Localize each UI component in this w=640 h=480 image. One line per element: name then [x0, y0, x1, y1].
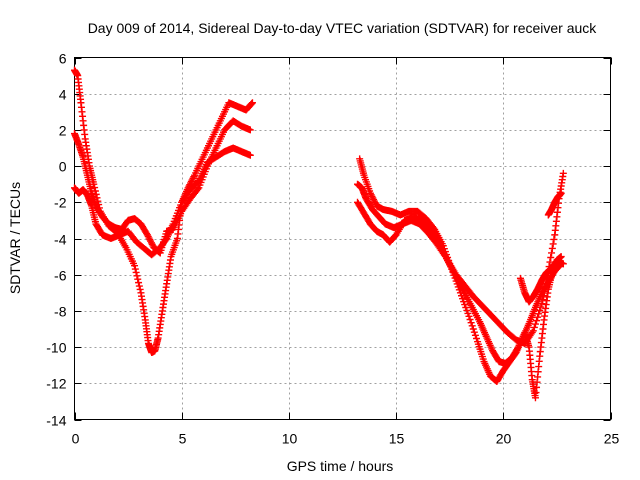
y-tick-label: 4: [59, 87, 67, 103]
series-track-f: [354, 169, 567, 347]
data-point: [465, 312, 473, 320]
data-point: [188, 176, 196, 184]
data-point: [189, 174, 197, 182]
data-point: [246, 126, 254, 134]
data-points: [71, 66, 567, 402]
data-point: [134, 275, 142, 283]
y-tick-labels: -14 -12 -10 -8 -6 -4 -2 0 2 4 6: [46, 51, 66, 429]
data-point: [132, 268, 140, 276]
data-point: [536, 306, 544, 314]
data-point: [148, 240, 156, 248]
data-point: [528, 328, 536, 336]
data-point: [466, 315, 474, 323]
data-point: [136, 285, 144, 293]
x-tick-label: 20: [496, 431, 512, 447]
data-point: [540, 287, 548, 295]
x-tick-label: 0: [72, 431, 80, 447]
data-point: [534, 313, 542, 321]
data-point: [547, 254, 555, 262]
data-point: [530, 323, 538, 331]
data-point: [473, 335, 480, 343]
data-point: [550, 235, 558, 243]
data-point: [539, 296, 547, 304]
data-point: [538, 300, 546, 308]
data-point: [469, 325, 477, 333]
data-point: [187, 177, 195, 185]
y-tick-label: -8: [54, 304, 67, 320]
y-axis-label: SDTVAR / TECUs: [7, 182, 23, 294]
data-point: [146, 236, 154, 244]
data-point: [135, 279, 143, 287]
data-point: [91, 184, 99, 192]
y-tick-label: -6: [54, 268, 67, 284]
data-point: [144, 232, 152, 240]
data-point: [367, 191, 375, 199]
data-point: [366, 189, 374, 197]
data-point: [470, 328, 478, 336]
data-point: [529, 327, 537, 335]
y-tick-label: -10: [46, 340, 66, 356]
y-tick-label: -4: [54, 232, 67, 248]
axis-ticks: [74, 57, 612, 421]
data-point: [549, 240, 557, 248]
data-point: [548, 249, 556, 257]
y-tick-label: 0: [59, 159, 67, 175]
data-point: [541, 283, 549, 291]
data-point: [557, 253, 565, 261]
data-point: [190, 173, 198, 181]
data-point: [135, 282, 143, 290]
data-point: [471, 331, 479, 339]
y-tick-label: 2: [59, 123, 67, 139]
y-tick-label: -12: [46, 376, 66, 392]
data-point: [559, 169, 567, 177]
series-track-b: [71, 117, 254, 257]
data-point: [548, 244, 556, 252]
x-tick-label: 5: [179, 431, 187, 447]
data-point: [533, 317, 541, 325]
y-tick-label: -14: [46, 413, 66, 429]
x-axis-label: GPS time / hours: [287, 458, 394, 474]
data-point: [131, 262, 139, 270]
data-point: [370, 197, 378, 205]
data-point: [133, 272, 141, 280]
data-point: [467, 319, 475, 327]
data-point: [145, 234, 153, 242]
data-point: [131, 265, 139, 273]
data-point: [147, 237, 155, 245]
data-point: [370, 196, 378, 204]
x-tick-label: 10: [282, 431, 298, 447]
data-point: [143, 231, 151, 239]
data-point: [540, 292, 547, 300]
data-point: [468, 322, 476, 330]
plot-frame: [74, 57, 611, 420]
series-track-c: [71, 144, 254, 259]
data-point: [559, 260, 567, 268]
data-point: [248, 99, 256, 107]
data-point: [194, 185, 202, 193]
data-point: [246, 151, 254, 159]
data-point: [557, 189, 565, 197]
y-tick-label: -2: [54, 195, 67, 211]
data-point: [248, 100, 256, 108]
data-point: [546, 258, 554, 266]
data-point: [147, 239, 155, 247]
y-tick-label: 6: [59, 51, 67, 67]
x-tick-label: 15: [389, 431, 405, 447]
data-point: [537, 303, 545, 311]
data-point: [531, 320, 539, 328]
data-point: [369, 194, 377, 202]
series-track-g: [516, 258, 567, 306]
x-tick-label: 25: [604, 431, 620, 447]
series-track-h: [544, 189, 565, 219]
data-point: [368, 192, 376, 200]
x-tick-labels: 0 5 10 15 20 25: [72, 431, 620, 447]
data-point: [535, 310, 543, 318]
data-point: [371, 199, 379, 207]
chart-title: Day 009 of 2014, Sidereal Day-to-day VTE…: [88, 20, 598, 36]
series-track-e: [356, 155, 565, 385]
